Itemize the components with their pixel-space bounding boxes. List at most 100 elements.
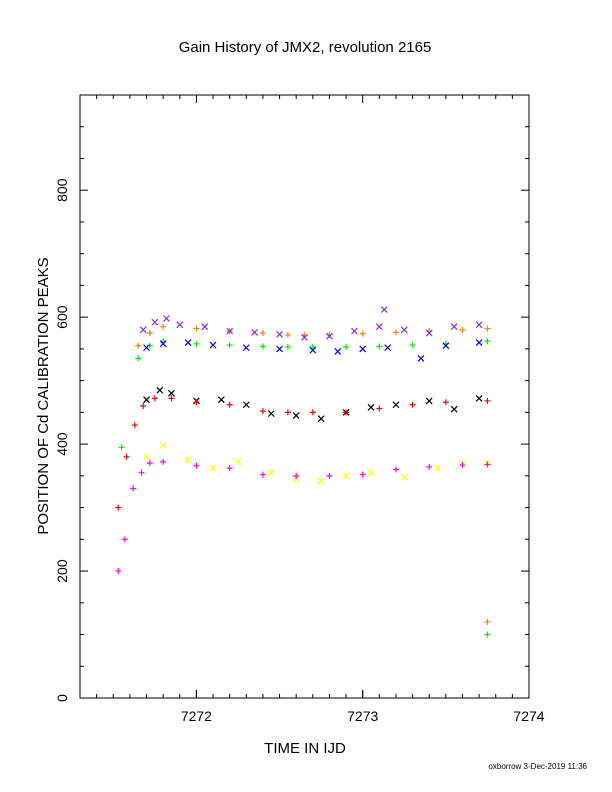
data-point [400, 473, 408, 481]
data-point [193, 462, 200, 469]
data-point [135, 342, 142, 349]
series-orange [484, 618, 491, 625]
data-point [434, 464, 441, 472]
data-point [484, 397, 491, 404]
data-point [309, 343, 316, 350]
data-point [350, 327, 358, 335]
data-point [417, 354, 425, 362]
data-point [359, 345, 367, 353]
data-point [201, 323, 209, 331]
data-point [442, 399, 449, 406]
plot-area-border [79, 94, 530, 699]
data-point [409, 342, 416, 349]
data-point [309, 346, 317, 354]
data-point [484, 618, 491, 625]
data-point [334, 348, 342, 355]
x-tick-label: 7274 [513, 708, 544, 724]
data-point [130, 485, 137, 492]
data-point [392, 466, 399, 473]
data-point [160, 323, 167, 330]
data-point [426, 463, 433, 470]
data-point [135, 355, 142, 362]
data-point [123, 453, 130, 460]
data-point [442, 342, 450, 350]
data-point [226, 465, 233, 472]
data-point [359, 471, 366, 478]
data-point [131, 422, 138, 429]
data-point [234, 458, 242, 466]
data-point [193, 340, 200, 347]
data-point [159, 340, 167, 348]
data-point [317, 415, 325, 423]
data-point [226, 342, 233, 349]
data-point [242, 401, 250, 409]
data-point [276, 330, 283, 338]
data-point [146, 330, 153, 337]
data-point [367, 403, 375, 411]
y-tick-label: 800 [54, 178, 70, 202]
data-points [115, 306, 491, 638]
data-point [143, 396, 150, 404]
data-point [242, 344, 250, 352]
footer-timestamp: oxborrow 3-Dec-2019 11:36 [488, 762, 587, 771]
series-red [115, 395, 491, 511]
data-point [159, 441, 167, 449]
data-point [226, 327, 234, 335]
data-point [343, 343, 350, 350]
data-point [376, 405, 383, 412]
chart-title: Gain History of JMX2, revolution 2165 [179, 39, 432, 56]
data-point [309, 409, 316, 416]
data-point [459, 326, 466, 333]
data-point [139, 326, 147, 334]
series-blue [143, 339, 483, 362]
data-point [143, 344, 150, 352]
data-point [409, 401, 416, 408]
y-tick-label: 600 [54, 305, 70, 329]
data-point [484, 325, 491, 332]
data-point [151, 395, 158, 402]
data-point [143, 453, 150, 461]
data-point [168, 389, 175, 397]
data-point [359, 330, 366, 337]
data-point [343, 409, 350, 416]
data-point [376, 343, 383, 350]
data-point [209, 464, 217, 472]
data-point [115, 568, 122, 575]
data-point [284, 409, 291, 416]
data-point [267, 469, 275, 477]
data-point [259, 343, 266, 350]
data-point [475, 394, 483, 402]
series-green [484, 631, 491, 638]
series-black [143, 386, 483, 423]
data-point [184, 339, 192, 346]
data-point [184, 456, 192, 464]
axis-tick-labels: 7272 7273 7274 0 200 400 600 800 [54, 178, 545, 724]
data-point [459, 462, 466, 469]
data-point [425, 329, 433, 337]
data-point [217, 396, 225, 404]
data-point [138, 469, 145, 476]
data-point [475, 321, 483, 329]
data-point [484, 631, 491, 638]
data-point [276, 345, 283, 353]
data-point [342, 472, 350, 480]
data-point [259, 471, 266, 478]
x-axis-label: TIME IN IJD [264, 740, 346, 757]
data-point [293, 472, 300, 479]
data-point [284, 343, 291, 350]
x-tick-label: 7272 [181, 708, 212, 724]
data-point [326, 472, 333, 479]
data-point [380, 306, 388, 313]
data-point [151, 318, 159, 326]
data-point [156, 386, 164, 394]
data-point [259, 408, 266, 415]
data-point [121, 536, 128, 543]
data-point [301, 334, 308, 341]
data-point [400, 326, 408, 334]
data-point [176, 321, 184, 329]
data-point [292, 412, 300, 419]
data-point [384, 344, 392, 352]
data-point [193, 325, 200, 332]
y-tick-label: 200 [54, 559, 70, 583]
data-point [160, 458, 167, 465]
